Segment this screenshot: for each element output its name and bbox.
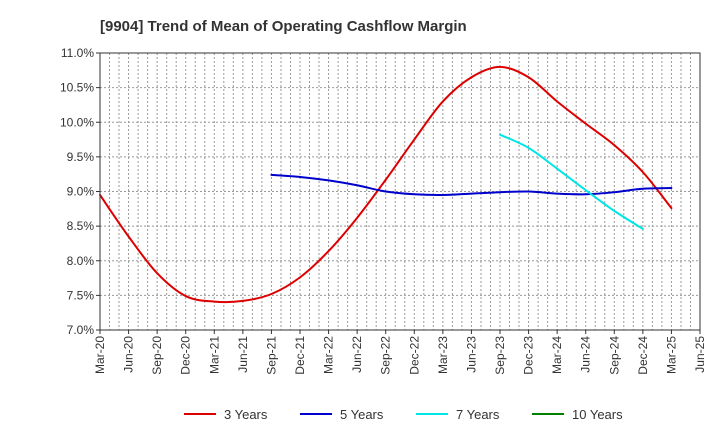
y-tick-label: 9.5% [67,150,95,164]
x-tick-label: Mar-21 [207,336,221,374]
x-axis: Mar-20 Jun-20 Sep-20 Dec-20 Mar-21 Jun-21 Sep-… [93,330,707,375]
x-tick-label: Mar-25 [664,336,678,374]
x-tick-label: Dec-21 [293,336,307,375]
x-tick-label: Dec-20 [179,336,193,375]
x-tick-label: Dec-24 [636,336,650,375]
y-tick-label: 7.5% [67,288,95,302]
y-tick-label: 8.5% [67,219,95,233]
y-tick-label: 9.0% [67,185,95,199]
y-tick-label: 7.0% [67,323,95,337]
legend-label-7-years: 7 Years [456,407,500,422]
y-tick-label: 10.0% [60,115,94,129]
series-line-7-years [499,133,644,230]
series-line-3-years [99,65,673,304]
legend: 3 Years 5 Years 7 Years 10 Years [184,407,623,422]
series-line-5-years [270,173,673,196]
y-tick-label: 11.0% [61,46,94,60]
x-tick-label: Jun-23 [464,336,478,373]
x-tick-label: Mar-24 [550,336,564,374]
legend-label-10-years: 10 Years [572,407,623,422]
x-tick-label: Dec-23 [522,336,536,375]
x-tick-label: Sep-21 [264,336,278,375]
x-tick-label: Jun-22 [350,336,364,373]
x-tick-label: Jun-25 [693,336,707,373]
legend-label-3-years: 3 Years [224,407,268,422]
x-tick-label: Mar-20 [93,336,107,374]
x-tick-label: Dec-22 [407,336,421,375]
x-tick-label: Jun-21 [236,336,250,373]
y-tick-label: 10.5% [60,81,94,95]
x-tick-label: Sep-24 [607,336,621,375]
x-tick-label: Mar-22 [322,336,336,374]
x-tick-label: Jun-20 [122,336,136,373]
grid [100,53,700,330]
y-tick-label: 8.0% [67,254,95,268]
x-tick-label: Jun-24 [579,336,593,373]
x-tick-label: Sep-20 [150,336,164,375]
x-tick-label: Mar-23 [436,336,450,374]
series-layer [99,65,673,304]
x-tick-label: Sep-22 [379,336,393,375]
x-tick-label: Sep-23 [493,336,507,375]
y-axis: 7.0% 7.5% 8.0% 8.5% 9.0% 9.5% 10.0% 10.5% 11.0% [60,46,100,337]
legend-label-5-years: 5 Years [340,407,384,422]
chart-title: [9904] Trend of Mean of Operating Cashfl… [100,18,467,35]
